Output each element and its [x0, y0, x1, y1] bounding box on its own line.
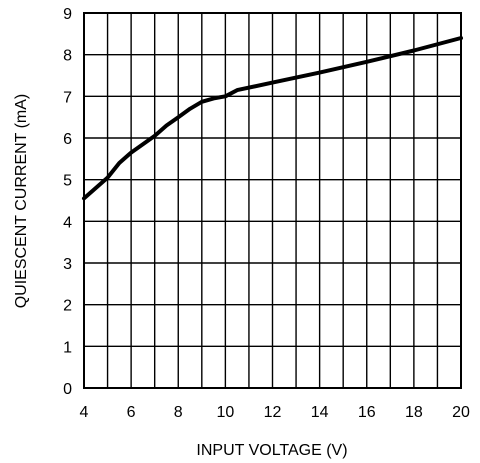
x-tick-label: 14	[311, 404, 329, 421]
x-tick-label: 12	[264, 404, 282, 421]
y-tick-labels: 0 1 2 3 4 5 6 7 8 9	[63, 6, 72, 398]
y-tick-label: 9	[63, 6, 72, 23]
x-axis-title: INPUT VOLTAGE (V)	[196, 442, 347, 459]
y-tick-label: 5	[63, 173, 72, 190]
x-tick-label: 18	[405, 404, 423, 421]
x-tick-label: 16	[358, 404, 376, 421]
x-tick-labels: 4 6 8 10 12 14 16 18 20	[80, 404, 470, 421]
x-tick-label: 6	[127, 404, 136, 421]
quiescent-current-line	[82, 36, 463, 201]
y-tick-label: 6	[63, 131, 72, 148]
x-tick-label: 4	[80, 404, 89, 421]
plot-frame	[83, 12, 462, 389]
y-tick-label: 0	[63, 381, 72, 398]
grid	[83, 12, 462, 389]
x-tick-label: 10	[216, 404, 234, 421]
x-tick-label: 8	[174, 404, 183, 421]
y-tick-label: 1	[63, 339, 72, 356]
y-tick-label: 2	[63, 298, 72, 315]
y-tick-label: 7	[63, 89, 72, 106]
y-tick-label: 3	[63, 256, 72, 273]
y-tick-label: 4	[63, 214, 72, 231]
x-tick-label: 20	[452, 404, 470, 421]
y-axis-title: QUIESCENT CURRENT (mA)	[13, 94, 30, 309]
y-tick-label: 8	[63, 48, 72, 65]
